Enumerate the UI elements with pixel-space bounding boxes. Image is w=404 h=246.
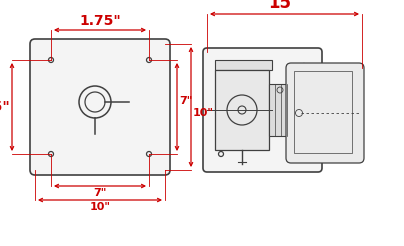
FancyBboxPatch shape	[30, 39, 170, 175]
Bar	[294, 71, 352, 153]
Text: 10": 10"	[193, 108, 214, 118]
Text: 10": 10"	[90, 202, 111, 212]
Bar	[215, 70, 269, 150]
Text: 1.75": 1.75"	[79, 14, 121, 28]
Bar	[215, 60, 272, 70]
Bar	[269, 84, 291, 136]
Text: 1.75": 1.75"	[0, 100, 10, 114]
Text: 7": 7"	[179, 96, 192, 106]
FancyBboxPatch shape	[203, 48, 322, 172]
Text: 7": 7"	[93, 188, 107, 198]
Text: 15": 15"	[269, 0, 301, 12]
FancyBboxPatch shape	[286, 63, 364, 163]
